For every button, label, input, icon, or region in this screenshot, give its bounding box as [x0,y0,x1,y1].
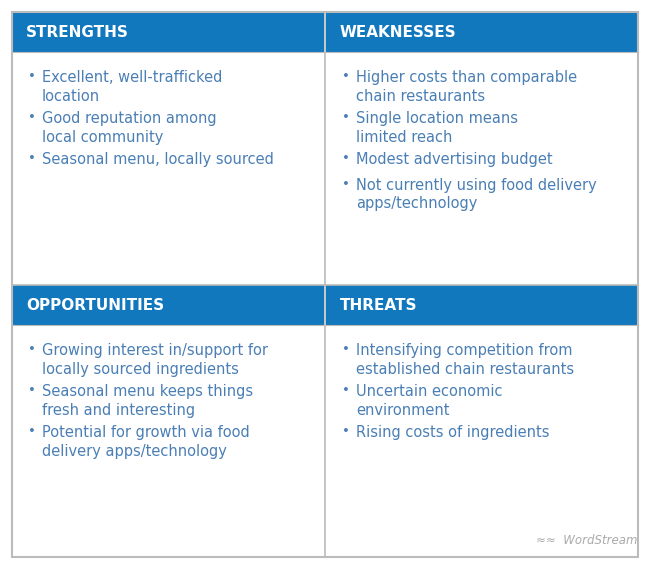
Text: STRENGTHS: STRENGTHS [26,24,129,39]
Text: •: • [342,111,350,124]
Text: •: • [342,178,350,191]
Bar [326,285,638,325]
Text: Potential for growth via food
delivery apps/technology: Potential for growth via food delivery a… [42,425,250,459]
Text: •: • [342,384,350,397]
Text: •: • [342,425,350,438]
Text: THREATS: THREATS [340,298,417,312]
Bar [326,325,638,557]
Bar [12,52,324,285]
Text: Intensifying competition from
established chain restaurants: Intensifying competition from establishe… [356,343,574,377]
Text: •: • [28,425,36,438]
Text: •: • [342,70,350,83]
Bar [12,325,324,557]
Text: •: • [28,152,36,165]
Text: OPPORTUNITIES: OPPORTUNITIES [26,298,164,312]
Text: •: • [342,343,350,356]
Text: Single location means
limited reach: Single location means limited reach [356,111,518,145]
Text: Seasonal menu, locally sourced: Seasonal menu, locally sourced [42,152,274,167]
Text: Excellent, well-trafficked
location: Excellent, well-trafficked location [42,70,222,104]
Text: Not currently using food delivery
apps/technology: Not currently using food delivery apps/t… [356,178,597,211]
Text: Good reputation among
local community: Good reputation among local community [42,111,216,145]
Text: •: • [342,152,350,165]
Text: Rising costs of ingredients: Rising costs of ingredients [356,425,549,440]
Text: Growing interest in/support for
locally sourced ingredients: Growing interest in/support for locally … [42,343,268,377]
Text: •: • [28,111,36,124]
Text: Uncertain economic
environment: Uncertain economic environment [356,384,502,418]
Text: ≈≈  WordStream: ≈≈ WordStream [536,534,638,547]
Text: •: • [28,70,36,83]
Text: •: • [28,343,36,356]
Bar [326,12,638,52]
Bar [12,12,324,52]
Bar [326,52,638,285]
Text: •: • [28,384,36,397]
Bar [12,285,324,325]
Text: Higher costs than comparable
chain restaurants: Higher costs than comparable chain resta… [356,70,577,104]
Text: Modest advertising budget: Modest advertising budget [356,152,552,167]
Text: WEAKNESSES: WEAKNESSES [340,24,456,39]
Text: Seasonal menu keeps things
fresh and interesting: Seasonal menu keeps things fresh and int… [42,384,253,418]
